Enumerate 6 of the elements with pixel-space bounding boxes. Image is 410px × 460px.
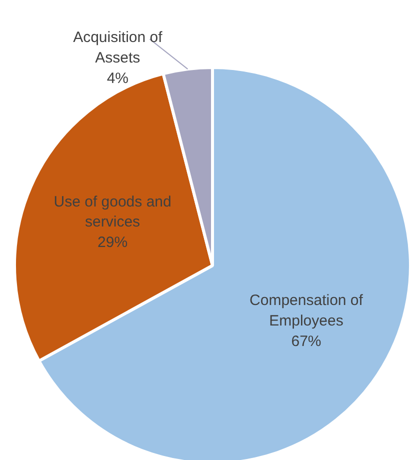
data-label: 29% — [98, 234, 128, 252]
data-label: 4% — [106, 70, 129, 87]
slice-label: Acquisition of Assets — [73, 29, 164, 66]
slice-label: Use of goods and services — [54, 193, 172, 231]
slice-label: Compensation of Employees — [250, 292, 364, 330]
data-label: 67% — [291, 332, 322, 350]
